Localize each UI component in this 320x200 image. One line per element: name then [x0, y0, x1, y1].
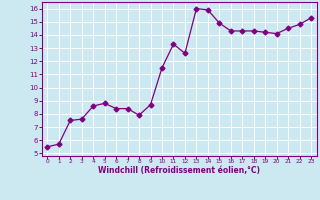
X-axis label: Windchill (Refroidissement éolien,°C): Windchill (Refroidissement éolien,°C)	[98, 166, 260, 175]
